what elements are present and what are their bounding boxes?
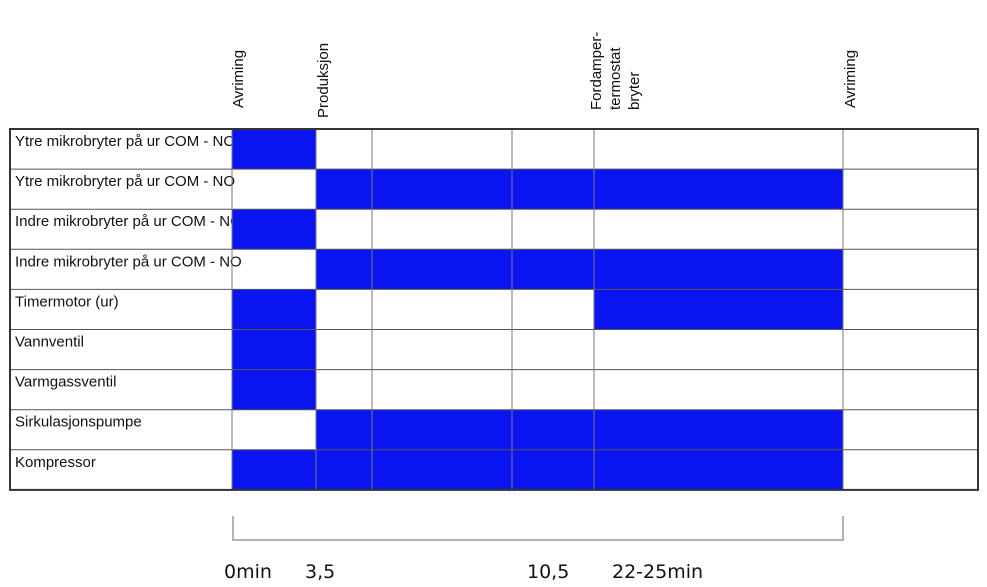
time-bracket: [232, 516, 844, 541]
active-cell: [316, 249, 372, 290]
row-label: Varmgassventil: [15, 374, 116, 391]
column-header: Produksjon: [315, 43, 332, 118]
column-header: Avriming: [842, 50, 859, 108]
column-header: Avriming: [230, 50, 247, 108]
active-cell: [594, 249, 843, 290]
time-label: 0min: [224, 561, 272, 583]
active-cell: [232, 369, 316, 410]
active-cell: [594, 169, 843, 210]
column-header: termostat: [607, 47, 624, 110]
row-label: Indre mikrobryter på ur COM - NC: [15, 213, 241, 230]
row-label: Indre mikrobryter på ur COM - NO: [15, 253, 242, 270]
active-cell: [316, 409, 372, 450]
active-cell: [372, 249, 512, 290]
active-cell: [594, 289, 843, 330]
time-label: 3,5: [305, 561, 335, 583]
row-label: Ytre mikrobryter på ur COM - NO: [15, 173, 235, 190]
table-border: [9, 128, 979, 491]
active-cell: [512, 409, 594, 450]
active-cell: [372, 409, 512, 450]
row-label: Vannventil: [15, 334, 84, 351]
column-header: bryter: [626, 72, 643, 110]
row-label: Kompressor: [15, 454, 96, 471]
active-cell: [316, 449, 372, 490]
active-cell: [512, 169, 594, 210]
active-cell: [232, 289, 316, 330]
active-cell: [512, 449, 594, 490]
column-header: Fordamper-: [588, 32, 605, 110]
active-cell: [512, 249, 594, 290]
row-label: Sirkulasjonspumpe: [15, 414, 142, 431]
active-cell: [232, 209, 316, 250]
active-cell: [232, 449, 316, 490]
active-cell: [316, 169, 372, 210]
time-label: 22-25min: [612, 561, 703, 583]
row-label: Timermotor (ur): [15, 293, 119, 310]
row-label: Ytre mikrobryter på ur COM - NC: [15, 133, 234, 150]
time-label: 10,5: [527, 561, 569, 583]
active-cell: [372, 169, 512, 210]
active-cell: [372, 449, 512, 490]
active-cell: [232, 329, 316, 370]
active-cell: [594, 409, 843, 450]
active-cell: [594, 449, 843, 490]
active-cell: [232, 129, 316, 170]
